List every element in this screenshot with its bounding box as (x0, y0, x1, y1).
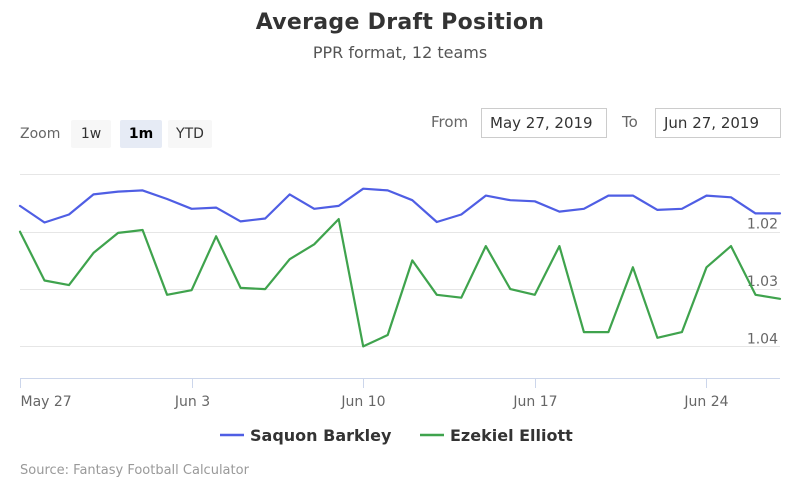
zoom-1m-button[interactable]: 1m (120, 120, 162, 148)
zoom-1w-button[interactable]: 1w (71, 120, 111, 148)
zoom-ytd-button[interactable]: YTD (168, 120, 212, 148)
credits-text: Source: Fantasy Football Calculator (20, 463, 249, 478)
legend-item-ezekiel-elliott[interactable]: Ezekiel Elliott (420, 426, 573, 445)
to-label: To (622, 113, 638, 131)
x-tick-label: May 27 (21, 394, 72, 410)
from-date-input[interactable]: May 27, 2019 (481, 108, 607, 138)
x-tick-label: Jun 3 (174, 394, 210, 410)
y-tick-label: 1.03 (747, 274, 778, 290)
x-tick-label: Jun 17 (512, 394, 557, 410)
legend-item-saquon-barkley[interactable]: Saquon Barkley (220, 426, 392, 445)
y-tick-label: 1.02 (747, 217, 778, 233)
chart-title: Average Draft Position (255, 10, 545, 35)
x-tick-label: Jun 10 (340, 394, 385, 410)
y-tick-label: 1.04 (747, 331, 778, 347)
legend-label: Ezekiel Elliott (450, 426, 573, 445)
chart-subtitle: PPR format, 12 teams (312, 43, 488, 62)
series-line-ezekiel-elliott (18, 218, 782, 348)
legend-label: Saquon Barkley (250, 426, 392, 445)
from-label: From (431, 113, 469, 131)
x-tick-label: Jun 24 (683, 394, 728, 410)
zoom-label: Zoom (20, 126, 61, 142)
to-date-input[interactable]: Jun 27, 2019 (655, 108, 781, 138)
series-line-saquon-barkley (18, 187, 782, 224)
